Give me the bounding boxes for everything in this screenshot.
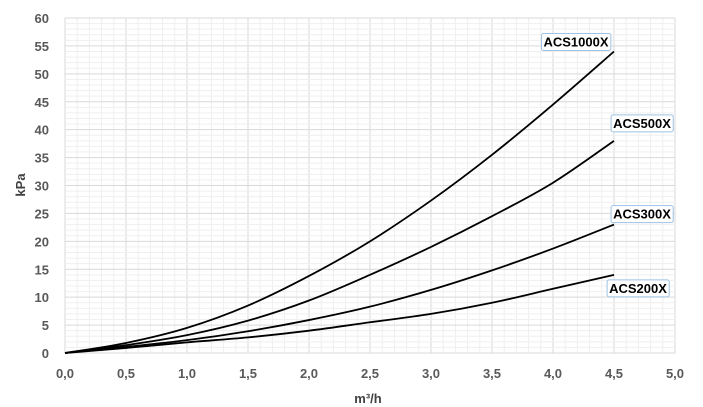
series-line-acs200x (64, 273, 615, 354)
y-tick-label: 20 (35, 234, 49, 249)
series-lines (64, 50, 615, 354)
x-tick-label: 2,0 (300, 366, 318, 381)
x-tick-label: 4,5 (605, 366, 623, 381)
y-tick-label: 40 (35, 123, 49, 138)
y-tick-label: 25 (35, 206, 49, 221)
y-tick-label: 60 (35, 11, 49, 26)
series-line-acs1000x (64, 50, 615, 354)
x-axis-title: m³/h (354, 391, 382, 406)
series-label-acs200x: ACS200X (606, 279, 670, 298)
series-label-box (606, 279, 670, 298)
x-axis-ticks: 0,0 0,5 1,0 1,5 2,0 2,5 3,0 3,5 4,0 4,5 5,0 (56, 366, 684, 381)
x-tick-label: 1,0 (178, 366, 196, 381)
x-tick-label: 3,0 (422, 366, 440, 381)
series-label-text: ACS200X (609, 281, 667, 296)
series-line-acs300x (64, 223, 615, 354)
series-label-acs1000x: ACS1000X (540, 33, 612, 51)
y-tick-label: 35 (35, 151, 49, 166)
x-tick-label: 4,0 (544, 366, 562, 381)
series-label-acs500x: ACS500X (610, 114, 674, 133)
series-labels: ACS1000X ACS500X ACS300X ACS200X (540, 33, 674, 298)
y-tick-label: 55 (35, 39, 49, 54)
y-tick-label: 15 (35, 262, 49, 277)
x-tick-label: 0,0 (56, 366, 74, 381)
series-label-text: ACS300X (613, 207, 671, 222)
series-label-text: ACS500X (613, 116, 671, 131)
x-tick-label: 1,5 (239, 366, 257, 381)
y-axis-ticks: 0 5 10 15 20 25 30 35 40 45 50 55 60 (35, 11, 49, 361)
y-tick-label: 30 (35, 179, 49, 194)
y-tick-label: 0 (42, 346, 49, 361)
series-label-box (610, 114, 674, 133)
y-axis-title: kPa (13, 173, 28, 197)
y-tick-label: 50 (35, 67, 49, 82)
x-tick-label: 3,5 (483, 366, 501, 381)
chart-grid (64, 17, 676, 354)
series-label-text: ACS1000X (543, 35, 608, 50)
x-tick-label: 0,5 (117, 366, 135, 381)
y-tick-label: 10 (35, 290, 49, 305)
y-tick-label: 45 (35, 95, 49, 110)
series-line-acs500x (64, 140, 615, 354)
x-tick-label: 5,0 (666, 366, 684, 381)
series-label-acs300x: ACS300X (610, 205, 674, 224)
series-label-box (540, 33, 612, 51)
x-tick-label: 2,5 (361, 366, 379, 381)
series-label-box (610, 205, 674, 224)
y-tick-label: 5 (42, 318, 49, 333)
